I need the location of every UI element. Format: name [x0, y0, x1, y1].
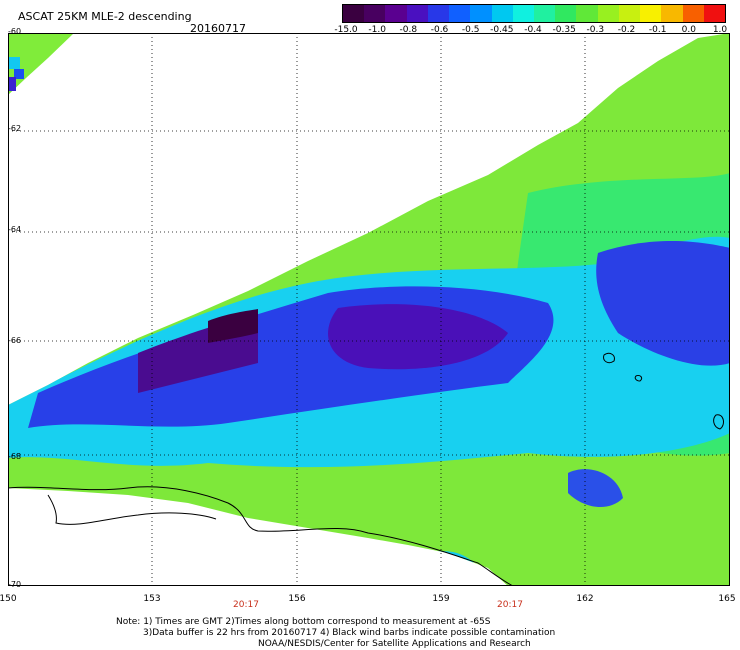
antarctic-coastline — [8, 486, 514, 586]
color-swatch — [385, 5, 407, 22]
color-scale-label: -0.45 — [490, 25, 514, 35]
color-scale-label: -1.0 — [368, 25, 386, 35]
color-swatch — [512, 5, 534, 22]
lon-label: 162 — [576, 594, 594, 604]
color-swatch — [406, 5, 428, 22]
color-scale-label: -0.8 — [399, 25, 418, 35]
color-swatch — [661, 5, 683, 22]
map-plot — [8, 33, 730, 586]
color-swatch — [682, 5, 704, 22]
color-swatch — [597, 5, 619, 22]
color-swatch — [491, 5, 513, 22]
lon-label: 159 — [432, 594, 450, 604]
lat-label: -60 — [8, 27, 22, 36]
color-swatch — [555, 5, 577, 22]
color-scale-label: -0.4 — [524, 25, 542, 35]
lat-label: -62 — [8, 124, 22, 133]
lon-label: 156 — [288, 594, 306, 604]
color-swatch — [640, 5, 662, 22]
color-scale-label: -0.6 — [430, 25, 449, 35]
lon-label: 150 — [0, 594, 17, 604]
color-scale-label: -0.3 — [586, 25, 605, 35]
color-scale-label: -15.0 — [334, 25, 358, 35]
color-scale-label: -0.1 — [648, 25, 667, 35]
swath-fragment-top-left — [8, 33, 74, 95]
color-scale-label: -0.35 — [552, 25, 576, 35]
color-swatch — [703, 5, 725, 22]
color-scale-bar — [342, 4, 726, 23]
color-swatch — [533, 5, 556, 22]
lon-label: 153 — [143, 594, 161, 604]
note-line-1: Note: 1) Times are GMT 2)Times along bot… — [116, 617, 491, 627]
color-scale-label: -0.5 — [461, 25, 480, 35]
product-date: 20160717 — [190, 22, 246, 35]
note-line-3: NOAA/NESDIS/Center for Satellite Applica… — [258, 639, 531, 649]
color-swatch — [343, 5, 365, 22]
color-swatch — [576, 5, 598, 22]
lon-label: 165 — [718, 594, 736, 604]
color-scale-label: -0.2 — [617, 25, 636, 35]
color-swatch — [470, 5, 492, 22]
island-outline — [603, 352, 724, 430]
color-swatch — [364, 5, 386, 22]
note-line-2: 3)Data buffer is 22 hrs from 20160717 4)… — [143, 628, 556, 638]
lat-label: -70 — [8, 580, 22, 589]
plot-frame — [8, 33, 730, 586]
color-swatch — [618, 5, 641, 22]
lat-label: -66 — [8, 336, 22, 345]
color-scale-label: 0.0 — [681, 25, 696, 35]
color-swatch — [427, 5, 450, 22]
wind-swath — [8, 33, 730, 586]
lat-label: -68 — [8, 452, 22, 461]
product-title: ASCAT 25KM MLE-2 descending — [18, 10, 192, 23]
pass-time-label: 20:17 — [497, 600, 523, 610]
color-scale-label: 1.0 — [712, 25, 728, 35]
lat-lon-grid — [8, 33, 730, 586]
lat-label: -64 — [8, 225, 22, 234]
pass-time-label: 20:17 — [233, 600, 259, 610]
color-swatch — [449, 5, 471, 22]
